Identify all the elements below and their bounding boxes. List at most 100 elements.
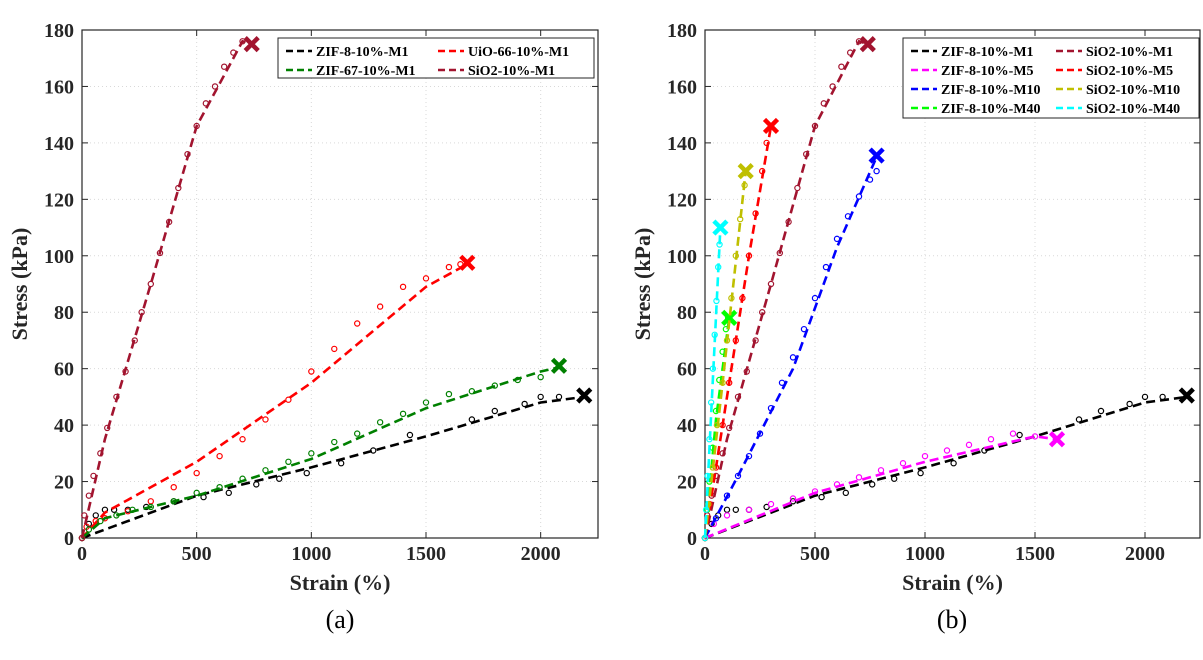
data-point	[537, 393, 544, 401]
legend: ZIF-8-10%-M1 ZIF-8-10%-M5 ZIF-8-10%-M10 ZIF…	[902, 37, 1200, 119]
series-SiO2-10%-M5	[701, 117, 780, 542]
data-point	[131, 337, 138, 344]
data-point	[1009, 430, 1017, 437]
y-tick-label: 120	[44, 189, 74, 211]
y-tick-label: 60	[54, 359, 74, 381]
x-tick-label: 0	[77, 543, 87, 565]
y-tick-label: 160	[667, 76, 697, 98]
data-point	[92, 512, 99, 519]
y-tick-label: 180	[44, 20, 74, 42]
x-tick-label: 1500	[406, 543, 446, 565]
series-ZIF-8-10%-M1	[78, 387, 593, 542]
failure-marker	[550, 357, 568, 374]
y-tick-label: 40	[677, 415, 697, 437]
x-axis-label: Strain (%)	[902, 570, 1003, 595]
x-tick-label: 500	[800, 543, 830, 565]
series-UiO-66-10%-M1	[78, 254, 476, 542]
x-axis-label: Strain (%)	[290, 570, 391, 595]
fit-line	[703, 170, 747, 539]
data-point	[276, 475, 283, 482]
data-point	[331, 438, 338, 446]
data-point	[1141, 393, 1149, 401]
x-tick-label: 0	[700, 543, 710, 565]
data-point	[1016, 431, 1023, 439]
x-tick-label: 1000	[905, 543, 945, 565]
data-point	[745, 506, 753, 513]
series-ZIF-8-10%-M1	[701, 387, 1195, 542]
series-SiO2-10%-M1	[78, 36, 260, 542]
data-point	[354, 320, 361, 327]
data-point	[712, 515, 720, 522]
data-point	[745, 452, 753, 460]
failure-marker	[868, 147, 885, 164]
data-point	[789, 498, 797, 505]
data-point	[285, 458, 292, 465]
data-point	[537, 373, 544, 381]
data-point	[855, 474, 863, 481]
y-tick-label: 80	[54, 302, 74, 324]
legend-label: SiO2-10%-M1	[468, 64, 555, 79]
data-point	[239, 436, 246, 443]
data-point	[1097, 407, 1105, 415]
failure-marker	[762, 117, 780, 135]
data-point	[811, 294, 819, 302]
fit-line	[703, 39, 869, 539]
data-point	[921, 452, 929, 460]
data-point	[193, 489, 200, 497]
legend-label: ZIF-8-10%-M10	[941, 83, 1041, 98]
data-point	[81, 512, 88, 519]
legend-label: SiO2-10%-M10	[1086, 83, 1180, 98]
data-point	[491, 407, 498, 415]
y-tick-label: 160	[44, 76, 74, 98]
data-point	[422, 399, 430, 406]
data-point	[337, 460, 345, 467]
data-point	[950, 460, 957, 467]
data-point	[376, 303, 384, 310]
y-tick-label: 0	[687, 528, 697, 550]
y-tick-label: 140	[667, 133, 697, 155]
data-point	[468, 388, 476, 395]
fit-line	[80, 39, 253, 539]
data-point	[719, 450, 726, 457]
series-SiO2-10%-M40	[701, 219, 729, 542]
data-point	[422, 275, 430, 282]
failure-marker	[1048, 431, 1066, 448]
data-point	[354, 430, 361, 437]
x-tick-label: 2000	[521, 543, 561, 565]
fit-line	[81, 366, 560, 539]
data-point	[104, 424, 111, 432]
fit-line	[703, 227, 722, 539]
data-point	[147, 498, 154, 505]
data-point	[308, 450, 315, 457]
data-point	[216, 452, 223, 460]
failure-marker	[243, 36, 260, 53]
y-axis-label: Stress (kPa)	[630, 228, 655, 341]
legend-label: ZIF-8-10%-M40	[941, 102, 1041, 117]
data-point	[491, 382, 498, 389]
data-point	[445, 263, 453, 271]
legend-label: ZIF-8-10%-M5	[941, 64, 1034, 79]
data-point	[406, 431, 414, 439]
data-point	[732, 506, 740, 513]
y-tick-label: 180	[667, 20, 697, 42]
data-point	[399, 283, 407, 291]
legend-label: SiO2-10%-M40	[1086, 102, 1180, 117]
fit-line	[81, 395, 585, 540]
data-point	[917, 469, 924, 477]
legend-label: SiO2-10%-M1	[1086, 45, 1173, 60]
failure-marker	[721, 309, 738, 326]
data-point	[873, 167, 880, 175]
chart-panel-b: 0 500 1000 1500 2000 0 20 40 60 80 100 120 140 160 180…	[630, 20, 1201, 634]
legend-box	[277, 37, 595, 79]
y-tick-label: 20	[677, 472, 697, 494]
legend: ZIF-8-10%-M1 UiO-66-10%-M1 ZIF-67-10%-M1 Si…	[277, 37, 595, 79]
data-point	[216, 484, 223, 491]
data-point	[789, 354, 797, 361]
legend-box	[902, 37, 1200, 119]
data-point	[838, 63, 845, 70]
failure-marker	[1178, 387, 1195, 404]
data-point	[763, 503, 770, 511]
data-point	[987, 436, 995, 443]
legend-label: UiO-66-10%-M1	[468, 45, 569, 60]
